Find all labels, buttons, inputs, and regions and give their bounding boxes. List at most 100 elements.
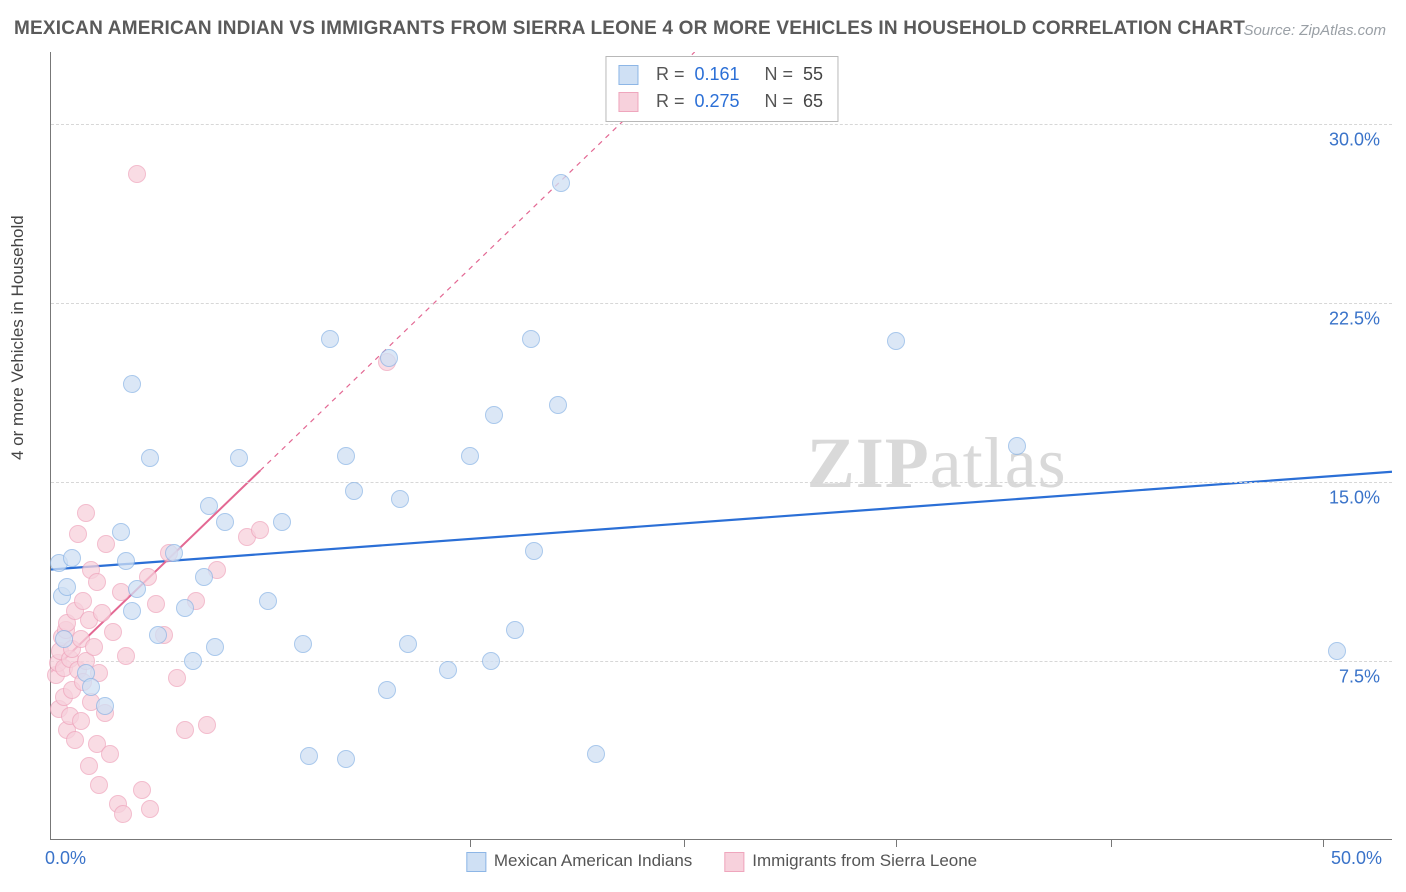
scatter-point	[321, 330, 339, 348]
scatter-point	[104, 623, 122, 641]
scatter-point	[216, 513, 234, 531]
scatter-point	[97, 535, 115, 553]
trend-lines-layer	[51, 52, 1392, 839]
n-value-series2: 65	[803, 88, 823, 115]
scatter-point	[176, 721, 194, 739]
scatter-point	[461, 447, 479, 465]
scatter-point	[1328, 642, 1346, 660]
scatter-point	[337, 447, 355, 465]
n-label: N =	[764, 61, 793, 88]
x-tick	[1111, 839, 1112, 847]
scatter-point	[506, 621, 524, 639]
scatter-point	[549, 396, 567, 414]
r-value-series2: 0.275	[694, 88, 754, 115]
swatch-series2	[724, 852, 744, 872]
scatter-point	[294, 635, 312, 653]
scatter-point	[147, 595, 165, 613]
scatter-point	[80, 757, 98, 775]
scatter-point	[525, 542, 543, 560]
scatter-point	[123, 375, 141, 393]
scatter-point	[1008, 437, 1026, 455]
y-tick-label: 15.0%	[1329, 487, 1380, 508]
scatter-point	[176, 599, 194, 617]
scatter-point	[69, 525, 87, 543]
scatter-point	[206, 638, 224, 656]
scatter-point	[482, 652, 500, 670]
y-tick-label: 7.5%	[1339, 666, 1380, 687]
scatter-point	[259, 592, 277, 610]
scatter-point	[88, 573, 106, 591]
scatter-point	[141, 800, 159, 818]
scatter-point	[117, 647, 135, 665]
swatch-series1	[466, 852, 486, 872]
legend-item-series1: Mexican American Indians	[466, 851, 692, 872]
scatter-point	[55, 630, 73, 648]
scatter-point	[165, 544, 183, 562]
x-axis-min-label: 0.0%	[45, 848, 86, 869]
scatter-point	[522, 330, 540, 348]
scatter-point	[251, 521, 269, 539]
y-tick-label: 30.0%	[1329, 129, 1380, 150]
y-axis-label: 4 or more Vehicles in Household	[8, 215, 28, 460]
series2-name: Immigrants from Sierra Leone	[752, 851, 977, 870]
scatter-point	[90, 776, 108, 794]
legend-item-series2: Immigrants from Sierra Leone	[724, 851, 977, 872]
x-tick	[896, 839, 897, 847]
scatter-point	[77, 504, 95, 522]
r-value-series1: 0.161	[694, 61, 754, 88]
scatter-point	[378, 681, 396, 699]
scatter-point	[72, 712, 90, 730]
chart-title: MEXICAN AMERICAN INDIAN VS IMMIGRANTS FR…	[14, 18, 1245, 40]
scatter-point	[380, 349, 398, 367]
scatter-point	[485, 406, 503, 424]
scatter-plot-area: ZIPatlas R = 0.161 N = 55 R = 0.275 N = …	[50, 52, 1392, 840]
x-tick	[1323, 839, 1324, 847]
scatter-point	[128, 165, 146, 183]
source-attribution: Source: ZipAtlas.com	[1243, 22, 1386, 39]
n-value-series1: 55	[803, 61, 823, 88]
scatter-point	[123, 602, 141, 620]
scatter-point	[391, 490, 409, 508]
scatter-point	[112, 523, 130, 541]
scatter-point	[168, 669, 186, 687]
scatter-point	[887, 332, 905, 350]
scatter-point	[63, 549, 81, 567]
scatter-point	[184, 652, 202, 670]
scatter-point	[300, 747, 318, 765]
gridline-h	[51, 124, 1392, 125]
scatter-point	[114, 805, 132, 823]
scatter-point	[399, 635, 417, 653]
x-tick	[684, 839, 685, 847]
scatter-point	[198, 716, 216, 734]
scatter-point	[273, 513, 291, 531]
scatter-point	[82, 678, 100, 696]
scatter-point	[66, 731, 84, 749]
scatter-point	[58, 578, 76, 596]
n-label: N =	[764, 88, 793, 115]
scatter-point	[345, 482, 363, 500]
scatter-point	[141, 449, 159, 467]
scatter-point	[96, 697, 114, 715]
r-label: R =	[656, 61, 685, 88]
stats-row-series1: R = 0.161 N = 55	[618, 61, 823, 88]
series1-name: Mexican American Indians	[494, 851, 692, 870]
scatter-point	[337, 750, 355, 768]
trend-line	[51, 472, 1392, 570]
scatter-point	[101, 745, 119, 763]
scatter-point	[195, 568, 213, 586]
scatter-point	[133, 781, 151, 799]
swatch-series2	[618, 92, 638, 112]
r-label: R =	[656, 88, 685, 115]
watermark-text: ZIPatlas	[807, 422, 1067, 505]
series-legend: Mexican American Indians Immigrants from…	[466, 851, 977, 872]
x-axis-max-label: 50.0%	[1331, 848, 1382, 869]
swatch-series1	[618, 65, 638, 85]
stats-legend-box: R = 0.161 N = 55 R = 0.275 N = 65	[605, 56, 838, 122]
gridline-h	[51, 661, 1392, 662]
scatter-point	[230, 449, 248, 467]
scatter-point	[552, 174, 570, 192]
watermark-rest: atlas	[930, 423, 1067, 503]
y-tick-label: 22.5%	[1329, 308, 1380, 329]
scatter-point	[93, 604, 111, 622]
stats-row-series2: R = 0.275 N = 65	[618, 88, 823, 115]
